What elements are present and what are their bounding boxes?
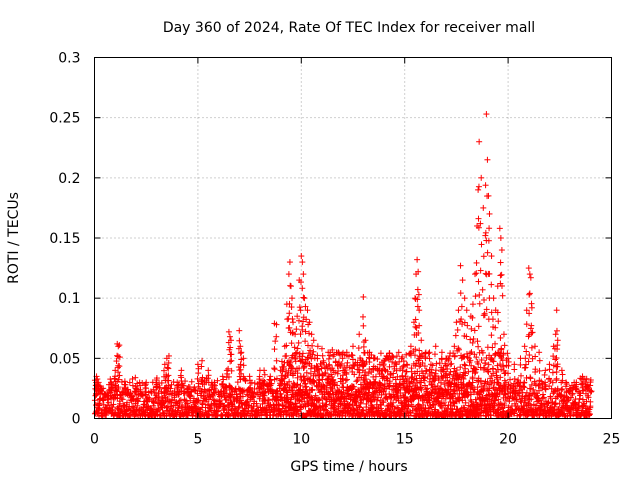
- baseline-point: [118, 395, 125, 402]
- baseline-point: [135, 398, 142, 405]
- baseline-point: [129, 382, 136, 389]
- baseline-point: [146, 395, 153, 402]
- baseline-point: [177, 397, 184, 404]
- baseline-point: [118, 379, 125, 386]
- baseline-point: [115, 376, 122, 383]
- baseline-point: [127, 390, 134, 397]
- baseline-point: [116, 400, 123, 407]
- y-tick-label: 0: [72, 412, 81, 428]
- baseline-point: [156, 393, 163, 400]
- baseline-point: [109, 384, 116, 391]
- baseline-point: [236, 404, 243, 411]
- y-tick-label: 0.1: [58, 291, 80, 307]
- grid-lines: [94, 57, 612, 419]
- baseline-point: [238, 397, 245, 404]
- baseline-point: [221, 404, 228, 411]
- baseline-point: [164, 403, 171, 410]
- y-tick-label: 0.25: [49, 111, 80, 127]
- baseline-point: [251, 385, 258, 392]
- baseline-point: [179, 403, 186, 410]
- baseline-point: [132, 374, 139, 381]
- baseline-point: [191, 387, 198, 394]
- x-tick-label: 25: [603, 432, 621, 448]
- baseline-point: [126, 379, 133, 386]
- baseline-point: [140, 404, 147, 411]
- x-tick-label: 10: [292, 432, 310, 448]
- baseline-point: [184, 400, 191, 407]
- baseline-point: [124, 399, 131, 406]
- x-tick-label: 15: [396, 432, 414, 448]
- baseline-point: [189, 412, 196, 419]
- x-tick-label: 5: [193, 432, 202, 448]
- y-axis-label: ROTI / TECUs: [6, 192, 22, 284]
- baseline-point: [134, 402, 141, 409]
- baseline-point: [187, 393, 194, 400]
- baseline-point: [214, 377, 221, 384]
- baseline-point: [139, 392, 146, 399]
- baseline-point: [231, 405, 238, 412]
- baseline-point: [206, 412, 213, 419]
- data-points: [91, 111, 595, 420]
- baseline-point: [151, 398, 158, 405]
- baseline-point: [158, 379, 165, 386]
- baseline-point: [253, 400, 260, 407]
- baseline-point: [130, 396, 137, 403]
- baseline-point: [210, 396, 217, 403]
- baseline-point: [109, 404, 116, 411]
- baseline-point: [119, 396, 126, 403]
- y-tick-label: 0.15: [49, 231, 80, 247]
- baseline-point: [132, 410, 139, 417]
- baseline-point: [163, 404, 170, 411]
- y-tick-label: 0.2: [58, 171, 80, 187]
- baseline-point: [221, 403, 228, 410]
- baseline-point: [128, 392, 135, 399]
- y-tick-label: 0.05: [49, 351, 80, 367]
- x-axis-label: GPS time / hours: [290, 459, 407, 475]
- y-tick-label: 0.3: [58, 51, 80, 67]
- baseline-point: [129, 375, 136, 382]
- baseline-point: [100, 397, 107, 404]
- baseline-point: [121, 378, 128, 385]
- x-tick-label: 20: [499, 432, 517, 448]
- chart-title: Day 360 of 2024, Rate Of TEC Index for r…: [163, 20, 535, 36]
- baseline-point: [181, 390, 188, 397]
- baseline-point: [238, 400, 245, 407]
- baseline-point: [188, 378, 195, 385]
- baseline-point: [234, 379, 241, 386]
- baseline-point: [258, 412, 265, 419]
- baseline-point: [239, 393, 246, 400]
- baseline-point: [164, 388, 171, 395]
- baseline-point: [150, 402, 157, 409]
- baseline-point: [110, 401, 117, 408]
- x-tick-label: 0: [90, 432, 99, 448]
- baseline-point: [203, 375, 210, 382]
- baseline-point: [150, 386, 157, 393]
